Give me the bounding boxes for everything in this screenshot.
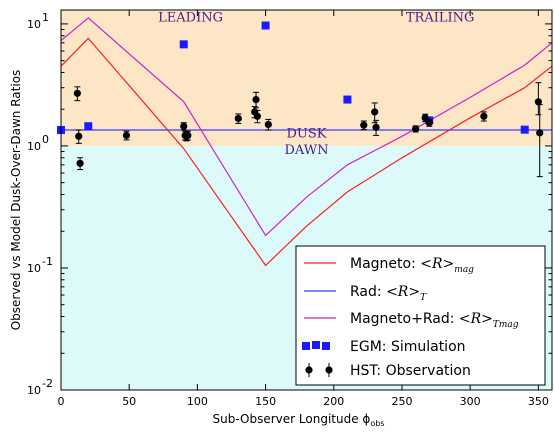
- legend-point-swatch: [325, 366, 333, 374]
- hst-point: [360, 121, 368, 129]
- x-tick-label: 300: [460, 395, 481, 408]
- y-tick-label: 10: [27, 262, 41, 275]
- hst-point: [252, 95, 260, 104]
- hst-point: [536, 129, 544, 137]
- legend-label: Magneto+Rad: <R>Tmag: [350, 311, 519, 330]
- hst-point: [73, 89, 81, 97]
- x-tick-label: 250: [391, 395, 412, 408]
- legend-square-swatch: [312, 341, 320, 349]
- series-line-0: [60, 37, 553, 267]
- region-band-0: [61, 10, 552, 146]
- legend: Magneto: <R>mag Rad: <R>T Magneto+Rad: <R>…: [295, 245, 546, 386]
- legend-math-subscript: mag: [454, 265, 474, 275]
- hst-point: [412, 125, 420, 133]
- x-axis-label: Sub-Observer Longitude ϕobs: [213, 412, 385, 428]
- y-tick-exponent: 1: [42, 11, 49, 24]
- x-tick-label: 150: [255, 395, 276, 408]
- hst-point: [264, 120, 272, 129]
- y-tick-exponent: 0: [42, 133, 49, 146]
- hst-point: [184, 131, 192, 139]
- series-line-2: [60, 17, 553, 237]
- legend-math-subscript: T: [420, 293, 427, 303]
- legend-math: <R>: [420, 256, 454, 272]
- egm-point: [179, 40, 188, 49]
- region-annotation: DUSK: [287, 127, 327, 142]
- hst-point: [234, 114, 242, 123]
- legend-point-swatch: [305, 366, 313, 374]
- hst-point: [534, 98, 542, 106]
- y-tick-exponent: -1: [42, 255, 53, 268]
- legend-label: HST: Observation: [350, 363, 471, 379]
- hst-point: [372, 123, 380, 131]
- legend-label: EGM: Simulation: [350, 339, 466, 355]
- hst-point: [425, 119, 433, 127]
- hst-point: [180, 122, 188, 130]
- hst-point: [122, 131, 131, 139]
- y-axis-label: Observed vs Model Dusk-Over-Dawn Ratios: [9, 70, 23, 331]
- hst-point: [480, 112, 488, 120]
- hst-point: [76, 159, 84, 167]
- plot-frame: [60, 9, 553, 391]
- axis-labels: Sub-Observer Longitude ϕobs Observed vs M…: [9, 70, 384, 428]
- x-tick-label: 50: [122, 395, 136, 408]
- x-tick-label: 200: [323, 395, 344, 408]
- legend-math: <R>: [459, 311, 493, 327]
- hst-point: [75, 132, 83, 140]
- x-axis-label-subscript: obs: [370, 419, 384, 428]
- region-annotation: TRAILING: [406, 10, 475, 25]
- legend-label: Magneto: <R>mag: [350, 256, 474, 275]
- y-tick-label: 10: [27, 384, 41, 397]
- legend-math: <R>: [386, 284, 420, 300]
- legend-square-swatch: [302, 342, 310, 350]
- legend-square-swatch: [322, 342, 330, 350]
- x-tick-label: 0: [58, 395, 65, 408]
- egm-point: [84, 122, 93, 131]
- y-tick-label: 10: [27, 18, 41, 31]
- hst-point: [253, 112, 261, 120]
- legend-math-subscript: Tmag: [493, 320, 519, 330]
- y-tick-exponent: -2: [42, 377, 53, 390]
- legend-label: Rad: <R>T: [350, 284, 427, 303]
- hst-point: [371, 108, 379, 116]
- egm-point: [520, 125, 529, 134]
- y-tick-label: 10: [27, 140, 41, 153]
- legend-box: [295, 245, 546, 386]
- region-annotation: DAWN: [284, 143, 328, 158]
- region-annotation: LEADING: [158, 10, 223, 25]
- x-ticks: 0 50 100 150 200 250 300 350: [58, 10, 549, 408]
- egm-point: [343, 95, 352, 104]
- series-lines: [60, 17, 553, 267]
- series-markers: [57, 21, 544, 178]
- egm-point: [261, 21, 270, 30]
- x-tick-label: 100: [187, 395, 208, 408]
- x-tick-label: 350: [528, 395, 549, 408]
